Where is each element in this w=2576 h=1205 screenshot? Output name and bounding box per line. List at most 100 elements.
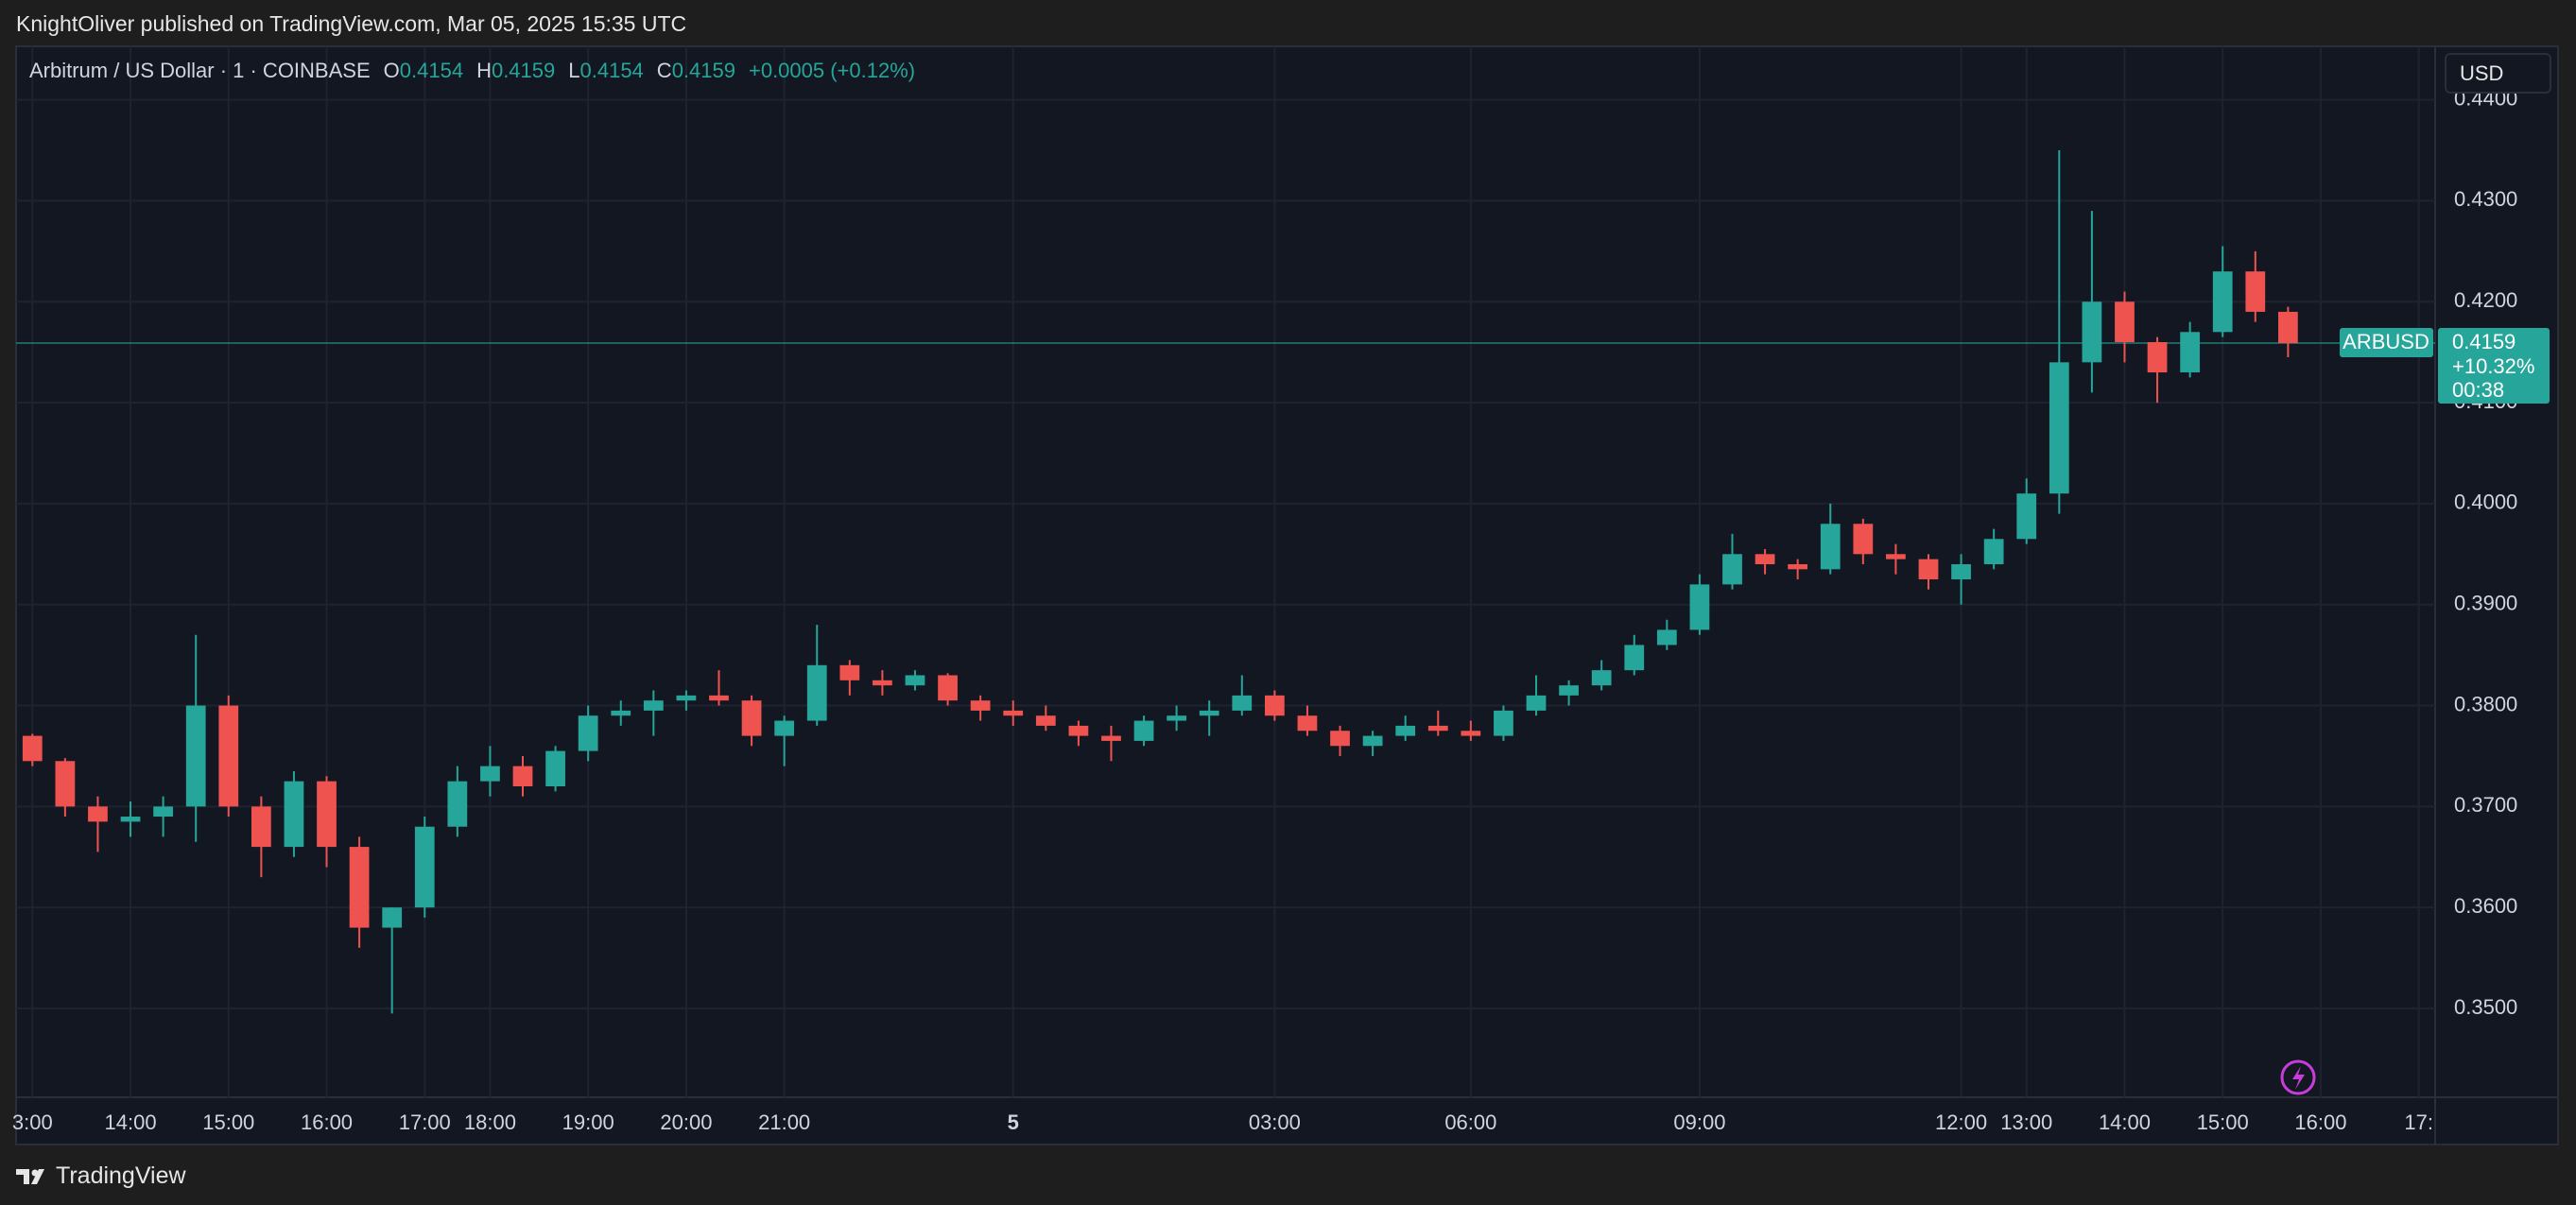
candle-body <box>545 750 565 786</box>
candle-body <box>2082 301 2102 363</box>
candle-body <box>578 715 598 751</box>
candle-body <box>317 781 337 848</box>
y-tick-label: 0.3800 <box>2454 692 2517 715</box>
candle-body <box>185 705 206 807</box>
candle-body <box>1820 524 1841 570</box>
y-tick-label: 0.4000 <box>2454 491 2517 514</box>
brand-logo <box>16 1168 44 1184</box>
candle-body <box>1983 539 2004 564</box>
candle-body <box>153 806 173 818</box>
candle-body <box>1167 715 1187 721</box>
legend-key: H <box>476 59 492 82</box>
candle-body <box>1461 731 1481 736</box>
candle-body <box>22 735 43 762</box>
candle-body <box>938 675 958 701</box>
x-tick-label: 16:00 <box>301 1110 353 1134</box>
candle-body <box>1624 645 1645 671</box>
candle-body <box>1035 715 1056 726</box>
candle-body <box>1297 715 1318 732</box>
price-badge-value: 0.4159 <box>2452 330 2515 353</box>
publisher-line: KnightOliver published on TradingView.co… <box>16 11 687 36</box>
legend-value: 0.4159 <box>491 59 556 82</box>
legend-key: L <box>568 59 580 82</box>
symbol-tag <box>2340 328 2433 358</box>
y-tick-label: 0.3900 <box>2454 592 2517 615</box>
candle-body <box>382 907 403 928</box>
candle-body <box>1133 720 1154 741</box>
y-tick-label: 0.3500 <box>2454 995 2517 1019</box>
legend-change: +0.0005 (+0.12%) <box>748 59 916 82</box>
candle-body <box>480 766 500 782</box>
candle-body <box>447 781 468 827</box>
x-tick-label: 5 <box>1008 1110 1019 1134</box>
candle-body <box>970 700 991 711</box>
x-tick-label: 16:00 <box>2294 1110 2346 1134</box>
y-tick-label: 0.4300 <box>2454 187 2517 211</box>
legend-value: 0.4159 <box>671 59 735 82</box>
x-tick-label: 03:00 <box>1249 1110 1301 1134</box>
candle-body <box>1330 731 1350 747</box>
y-tick-label: 0.3600 <box>2454 894 2517 918</box>
brand-name: TradingView <box>56 1162 186 1189</box>
legend-value: 0.4154 <box>579 59 644 82</box>
x-tick-label: 19:00 <box>562 1110 614 1134</box>
candle-body <box>2278 311 2298 344</box>
candle-body <box>1003 710 1024 716</box>
candle-body <box>1656 629 1677 646</box>
candle-body <box>55 761 76 807</box>
candle-body <box>1788 563 1808 570</box>
x-tick-label: 14:00 <box>2099 1110 2151 1134</box>
x-tick-label: 15:00 <box>2197 1110 2249 1134</box>
candle-body <box>611 710 631 716</box>
candle-body <box>1199 710 1219 716</box>
x-tick-label: 14:00 <box>105 1110 157 1134</box>
candle-body <box>1427 725 1448 732</box>
x-tick-label: 17:00 <box>399 1110 451 1134</box>
legend: Arbitrum / US Dollar · 1 · COINBASE O 0.41… <box>29 59 915 83</box>
candles <box>16 150 2435 1014</box>
candle-body <box>512 766 533 786</box>
x-tick-label: 17: <box>2404 1110 2433 1134</box>
candle-body <box>1886 554 1906 559</box>
candle-body <box>676 695 697 701</box>
candle-body <box>284 781 304 848</box>
alert-icon <box>2280 1059 2316 1095</box>
candle-body <box>643 700 664 711</box>
candle-body <box>839 664 860 680</box>
candle-body <box>774 720 795 736</box>
candle-body <box>2147 341 2168 373</box>
x-tick-label: 18:00 <box>464 1110 516 1134</box>
currency-button[interactable]: USD <box>2445 53 2551 94</box>
grid <box>16 46 2435 1097</box>
candle-body <box>2180 332 2201 373</box>
x-tick-label: 09:00 <box>1673 1110 1725 1134</box>
symbol-tag-text: ARBUSD <box>2343 330 2429 353</box>
candle-body <box>2212 271 2233 333</box>
candle-body <box>349 847 370 928</box>
candle-body <box>1918 559 1939 580</box>
candle-body <box>1232 695 1253 711</box>
price-badge-change: +10.32% <box>2452 354 2534 378</box>
chart-panel <box>15 45 2559 1145</box>
x-tick-label: 20:00 <box>660 1110 712 1134</box>
candle-body <box>905 675 925 686</box>
x-tick-label: 13:00 <box>2000 1110 2052 1134</box>
y-tick-label: 0.4200 <box>2454 288 2517 312</box>
candle-body <box>1853 524 1874 555</box>
candle-body <box>1362 735 1383 747</box>
candle-body <box>1591 670 1612 686</box>
candle-body <box>1068 725 1089 736</box>
candle-body <box>806 664 827 721</box>
x-tick-label: 12:00 <box>1935 1110 1987 1134</box>
candle-body <box>741 700 762 736</box>
legend-key: C <box>656 59 672 82</box>
candle-body <box>2115 301 2135 342</box>
candle-body <box>218 705 239 807</box>
candle-body <box>2016 493 2037 540</box>
x-tick-label: 21:00 <box>758 1110 810 1134</box>
price-badge-countdown: 00:38 <box>2452 378 2504 402</box>
x-tick-label: 3:00 <box>12 1110 53 1134</box>
candle-body <box>251 806 271 848</box>
